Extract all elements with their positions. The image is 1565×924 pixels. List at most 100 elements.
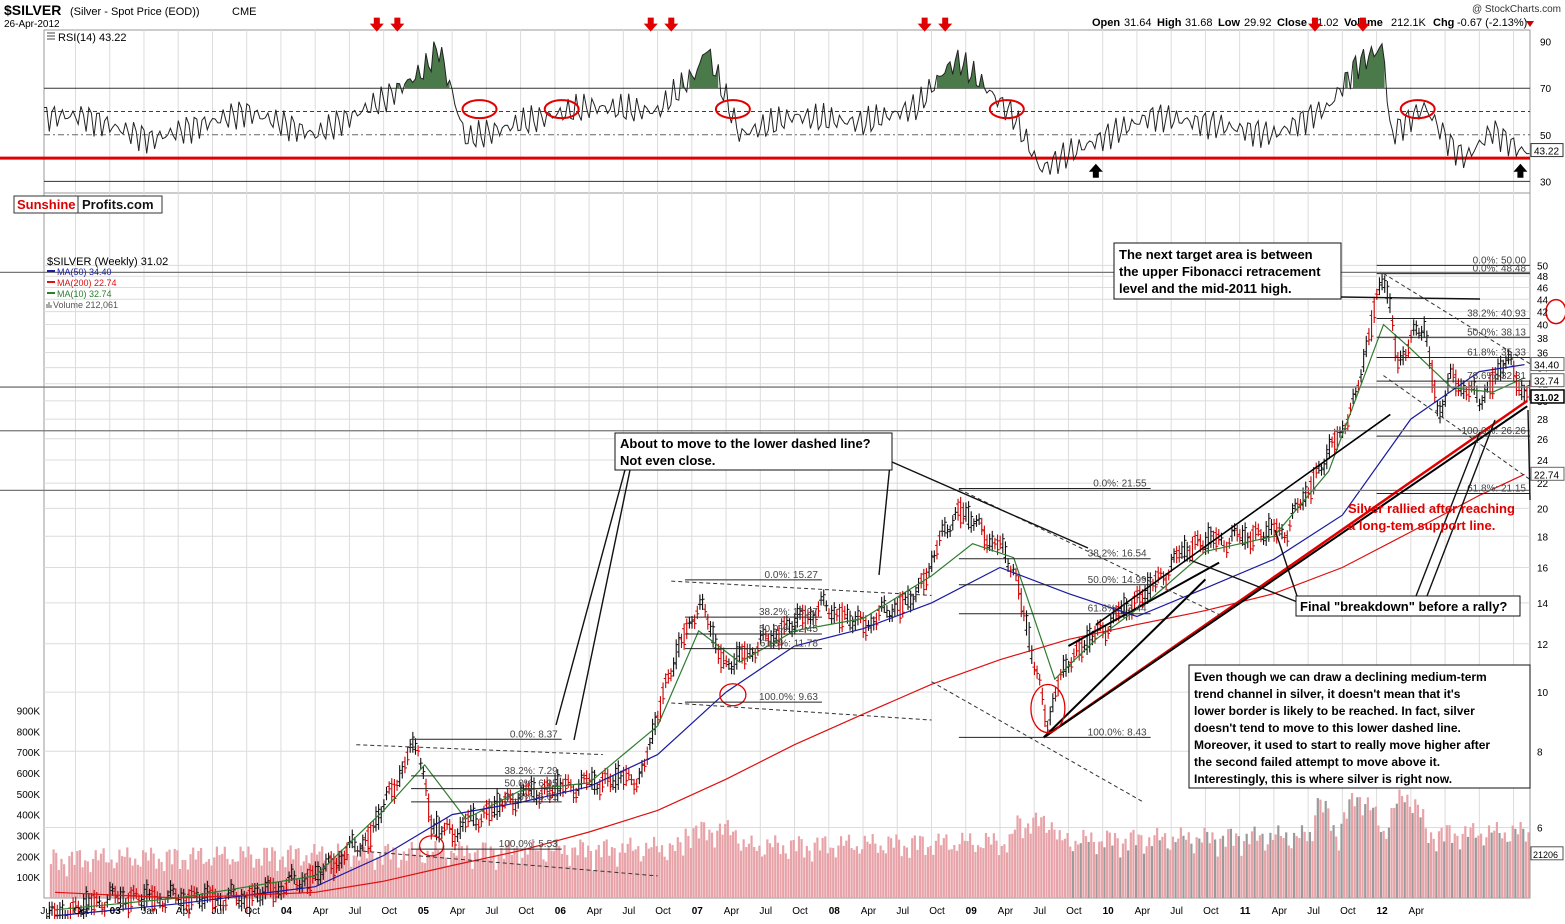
callout-channel-line-2: trend channel in silver, it doesn't mean… [1194,687,1461,701]
volume-bar [1514,828,1517,898]
volume-bar [929,845,932,898]
volume-bar [1108,832,1111,898]
volume-bar [171,864,174,898]
volume-bar [65,876,68,898]
volume-bar [307,862,311,898]
volume-value: 212.1K [1391,17,1427,29]
volume-bar [1142,853,1146,898]
volume-bar [68,856,71,898]
volume-bar [1279,836,1283,898]
chart-date: 26-Apr-2012 [4,19,60,30]
volume-bar [144,852,147,898]
volume-bar [1113,833,1117,898]
volume-bar [1287,845,1290,898]
volume-bar [1408,806,1412,898]
volume-bar [916,849,919,898]
volume-bar [784,853,787,898]
rsi-value-tag-box [1530,143,1564,158]
price-axis-tick: 36 [1537,348,1549,359]
volume-bar [1385,838,1388,898]
sell-arrow-icon [369,17,384,32]
volume-bar [1350,793,1354,898]
callout-lower-dashed-line-2: Not even close. [620,453,715,468]
volume-bar [518,864,521,898]
volume-bar [573,847,577,898]
volume-bar [1253,826,1256,898]
x-axis-tick: 07 [692,906,704,917]
volume-axis-tick: 100K [17,873,41,884]
volume-bar [855,846,858,898]
volume-bar [1311,841,1314,898]
volume-bar [542,859,545,898]
x-axis-tick: 08 [829,906,841,917]
volume-bar [897,839,901,898]
volume-bar [829,847,832,898]
volume-bar [1000,845,1003,898]
volume-bar [861,849,864,898]
volume-bar [674,851,677,898]
volume-bar [1458,849,1462,898]
volume-bar [1063,838,1067,898]
volume-bar [1158,840,1161,898]
price-axis-tick: 20 [1537,504,1549,515]
volume-bar [410,841,413,898]
volume-bar [1258,835,1261,898]
callout-lower-dashed: About to move to the lower dashed line? … [614,432,893,471]
volume-bar [455,855,458,898]
volume-bar [284,867,287,898]
volume-bar [1016,815,1019,898]
volume-bar [760,856,764,898]
volume-bar [1227,829,1230,898]
volume-bar [463,855,466,898]
volume-bar [160,862,163,898]
volume-bar [987,836,990,898]
overlay-layer: 0.0%: 8.37 38.2%: 7.29 50.0%: 6.95 61.8%: 6… [0,255,1565,877]
volume-bar [302,861,305,898]
volume-bar [595,849,598,898]
volume-bar [826,853,830,898]
x-axis-tick: Apr [1272,906,1288,917]
volume-bar [803,857,806,898]
x-axis-tick: Jul [896,906,909,917]
volume-bar [1469,827,1472,898]
volume-bar [739,850,743,898]
ma50-line [54,364,1525,917]
symbol: $SILVER [4,2,61,18]
volume-bar [792,839,795,898]
volume-bar [637,846,640,898]
lower-dashed-line-2 [671,702,932,721]
x-axis-tick: Apr [587,906,603,917]
volume-bar [1048,829,1051,898]
volume-bar [70,851,74,898]
volume-bar [592,870,595,898]
volume-bar [1364,804,1367,898]
price-axis-tick: 6 [1537,824,1543,835]
fib-label: 100.0%: 8.43 [1088,727,1147,738]
volume-bar [816,837,819,898]
volume-bar [842,845,845,898]
volume-bar [679,842,682,898]
volume-bar [1250,831,1254,898]
callout-rally-line-1: Silver rallied after reaching [1348,501,1515,516]
volume-bar [313,843,316,898]
sell-arrow-icon [1307,17,1322,32]
volume-bar [650,847,653,898]
volume-bar [1395,803,1398,898]
sell-arrow-icon [938,17,953,32]
callout-breakdown-box [1295,595,1521,617]
volume-bar [107,862,110,898]
volume-bar [471,868,474,898]
volume-bar [563,845,566,898]
symbol-description: (Silver - Spot Price (EOD)) [70,6,200,18]
volume-bar [1327,808,1330,898]
volume-bar [281,856,284,898]
volume-bar [437,849,440,898]
volume-bar [1026,823,1030,898]
x-axis-tick: 09 [966,906,978,917]
legend-volume: Volume 212,061 [53,300,118,310]
volume-bar [286,849,290,898]
price-value-tag-box [1530,466,1565,481]
volume-bar [392,847,395,898]
volume-bar [397,867,400,898]
x-axis-tick: Apr [1135,906,1151,917]
